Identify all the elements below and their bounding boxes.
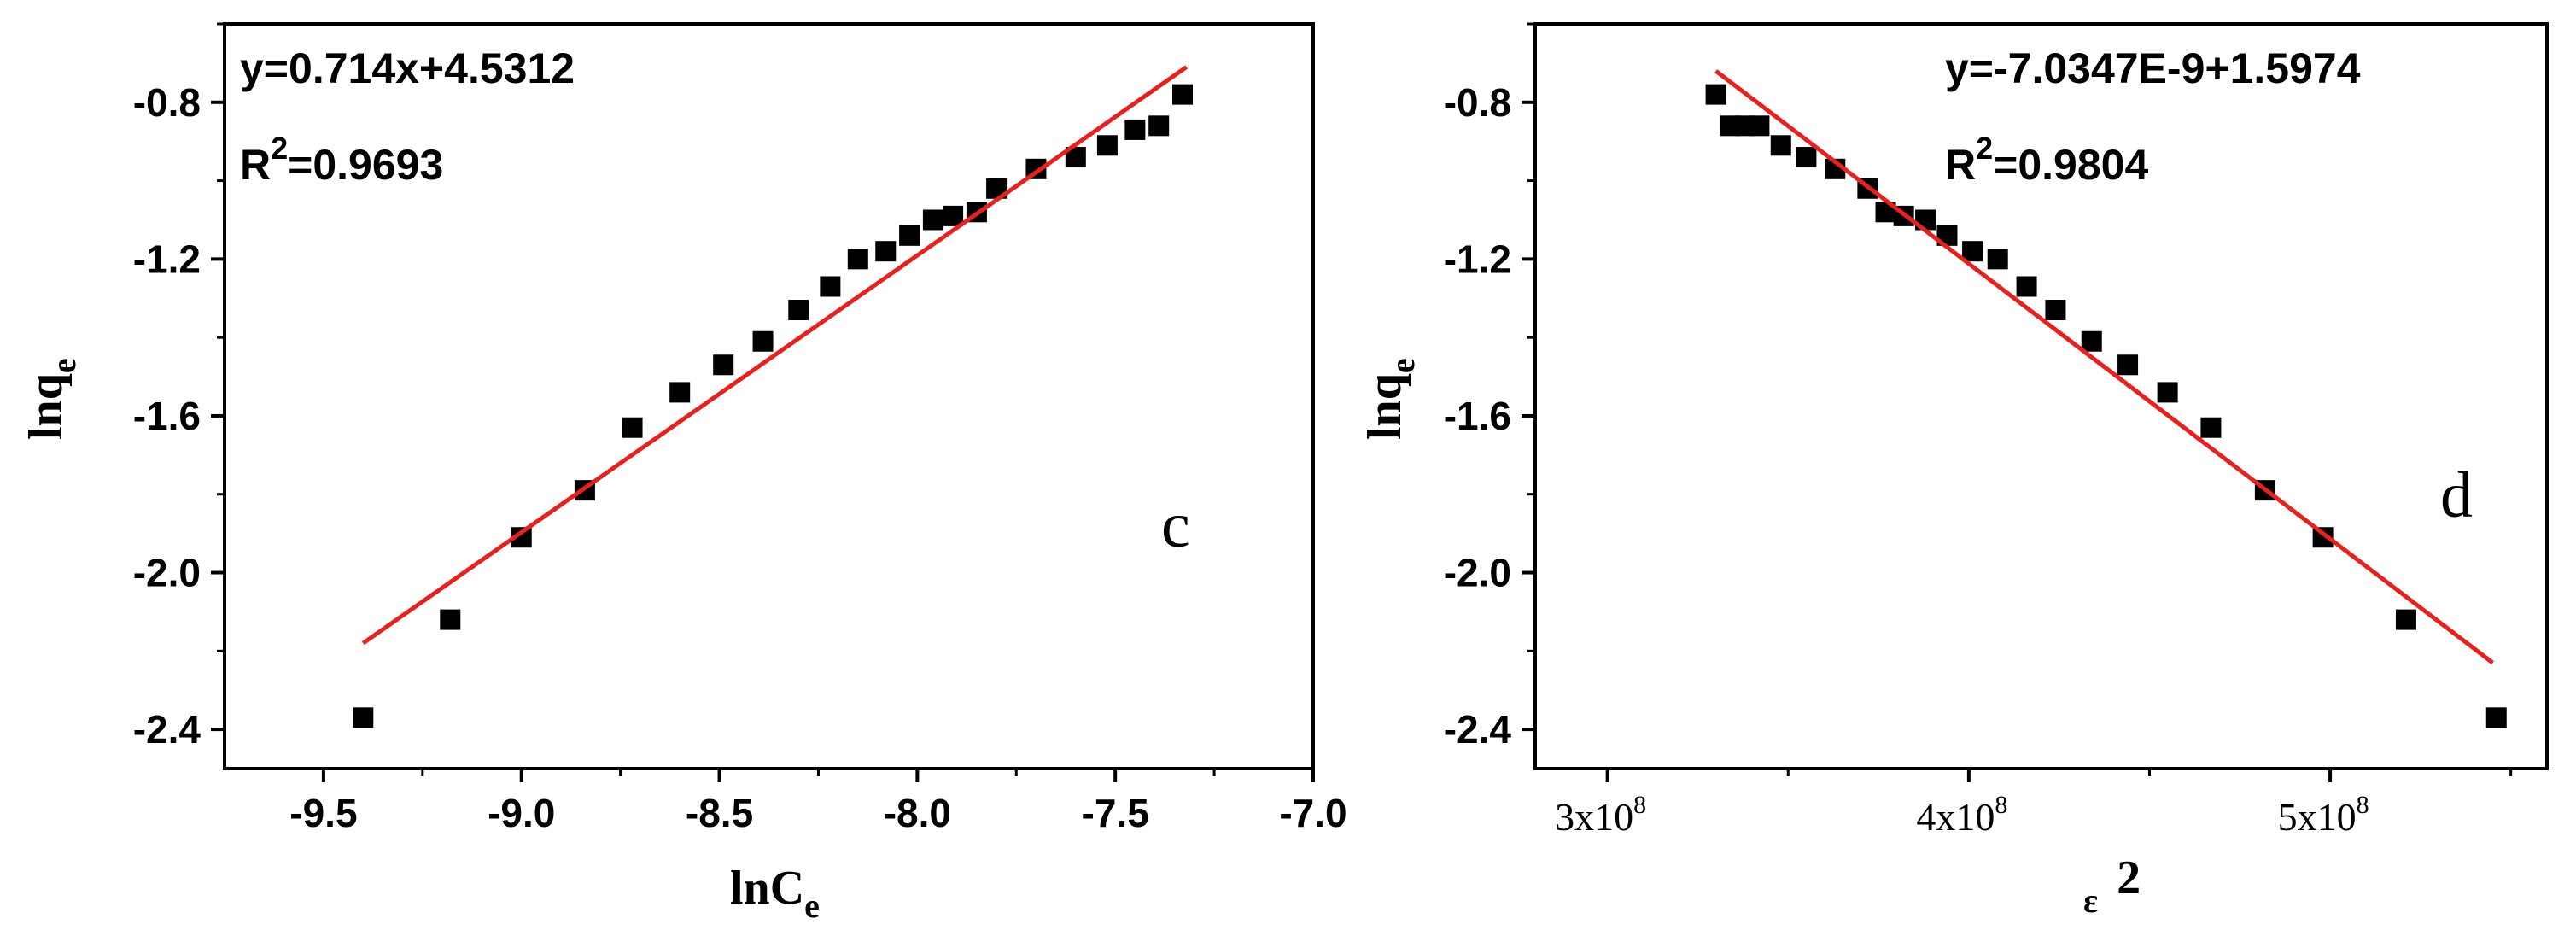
x-tick-label: -9.5	[289, 791, 357, 835]
y-tick-label: -2.0	[1444, 551, 1511, 595]
y-tick-label: -2.4	[1444, 707, 1512, 752]
data-point-marker	[1749, 115, 1770, 137]
panel-letter: d	[2440, 459, 2473, 531]
x-axis-title-subscript: e	[804, 886, 820, 925]
data-point-marker	[899, 225, 920, 246]
data-point-marker	[1124, 119, 1146, 140]
data-point-marker	[1987, 249, 2008, 270]
x-axis-title: lnCe	[730, 862, 820, 925]
y-axis-title-main: lnq	[20, 373, 73, 440]
x-tick-label-exponent: 8	[1995, 791, 2007, 819]
x-tick-label-exponent: 8	[1633, 791, 1646, 819]
data-point-marker	[2081, 330, 2102, 352]
r-squared-text: R2=0.9693	[240, 131, 443, 189]
data-point-marker	[1796, 147, 1817, 168]
x-tick-label: -7.5	[1082, 791, 1149, 835]
x-tick-label: 5x108	[2278, 791, 2369, 839]
data-point-marker	[1172, 84, 1193, 105]
data-point-marker	[1705, 84, 1726, 105]
x-tick-label: -8.0	[884, 791, 951, 835]
data-point-marker	[669, 382, 691, 403]
x-tick-label-base: 5x10	[2278, 795, 2357, 839]
data-point-marker	[2157, 382, 2178, 403]
y-tick-label: -1.6	[1444, 394, 1511, 438]
y-axis-title-subscript: e	[44, 358, 83, 373]
r-squared-value: =0.9804	[1993, 141, 2148, 189]
y-tick-label: -0.8	[133, 80, 201, 125]
x-tick-label: -8.5	[686, 791, 753, 835]
fit-line	[1714, 69, 2495, 665]
fit-line	[361, 65, 1189, 646]
data-point-marker	[1962, 241, 1983, 262]
x-tick-label: -9.0	[488, 791, 555, 835]
r-squared-superscript: 2	[271, 131, 288, 166]
data-point-marker	[922, 209, 943, 231]
equation-text: y=-7.0347E-9+1.5974	[1945, 44, 2361, 92]
panel-letter: c	[1161, 489, 1190, 561]
y-axis-title-subscript: e	[1383, 358, 1422, 373]
tick-layer: -2.4 -2.0 -1.6 -1.2 -0.8 -9.5 -9.0 -8.5 -8.0 -7.5…	[133, 22, 1347, 835]
data-point-marker	[440, 609, 461, 630]
y-axis-title: lnqe	[1358, 358, 1422, 440]
equation-text: y=0.714x+4.5312	[240, 44, 575, 92]
data-point-marker	[943, 205, 964, 226]
x-axis-title-main: ε	[2083, 881, 2098, 920]
y-tick-label: -1.2	[133, 237, 201, 281]
data-point-marker	[2485, 707, 2507, 728]
data-point-marker	[713, 354, 734, 376]
r-squared-text: R2=0.9804	[1945, 131, 2148, 189]
data-point-marker	[820, 276, 841, 297]
data-point-marker	[2016, 276, 2037, 297]
x-tick-label-base: 3x10	[1555, 795, 1633, 839]
x-tick-label: -7.0	[1279, 791, 1346, 835]
data-point-marker	[2395, 609, 2416, 630]
y-tick-label: -1.6	[133, 394, 201, 438]
x-axis-title-main: lnC	[730, 862, 804, 915]
x-tick-label-exponent: 8	[2357, 791, 2369, 819]
x-axis-title-superscript: 2	[2117, 851, 2141, 904]
data-point-marker	[2117, 354, 2139, 376]
data-point-marker	[622, 417, 643, 438]
data-point-marker	[1148, 115, 1170, 137]
chart-panel-c: -2.4 -2.0 -1.6 -1.2 -0.8 -9.5 -9.0 -8.5 -8.0 -7.5…	[20, 22, 1347, 925]
r-squared-superscript: 2	[1976, 131, 1993, 166]
x-tick-label: 4x108	[1916, 791, 2007, 839]
y-axis-title: lnqe	[20, 358, 83, 440]
y-tick-label: -1.2	[1444, 237, 1511, 281]
data-point-marker	[353, 707, 374, 728]
data-point-marker	[2045, 300, 2066, 321]
y-tick-label: -0.8	[1444, 80, 1511, 125]
y-axis-title-main: lnq	[1358, 373, 1411, 440]
r-squared-prefix: R	[1945, 141, 1976, 189]
plot-frame	[1533, 22, 2549, 770]
x-tick-label-base: 4x10	[1916, 795, 1995, 839]
r-squared-value: =0.9693	[288, 141, 443, 189]
y-tick-label: -2.4	[133, 707, 202, 752]
r-squared-prefix: R	[240, 141, 271, 189]
data-point-marker	[788, 300, 809, 321]
x-tick-label: 3x108	[1555, 791, 1646, 839]
data-point-marker	[1770, 135, 1791, 156]
data-point-marker	[1096, 135, 1118, 156]
data-point-marker	[875, 241, 897, 262]
data-point-marker	[752, 330, 774, 352]
y-tick-label: -2.0	[133, 551, 201, 595]
data-point-marker	[847, 249, 868, 270]
data-points-layer	[353, 84, 1193, 728]
data-point-marker	[2200, 417, 2222, 438]
plot-frame	[223, 22, 1315, 770]
